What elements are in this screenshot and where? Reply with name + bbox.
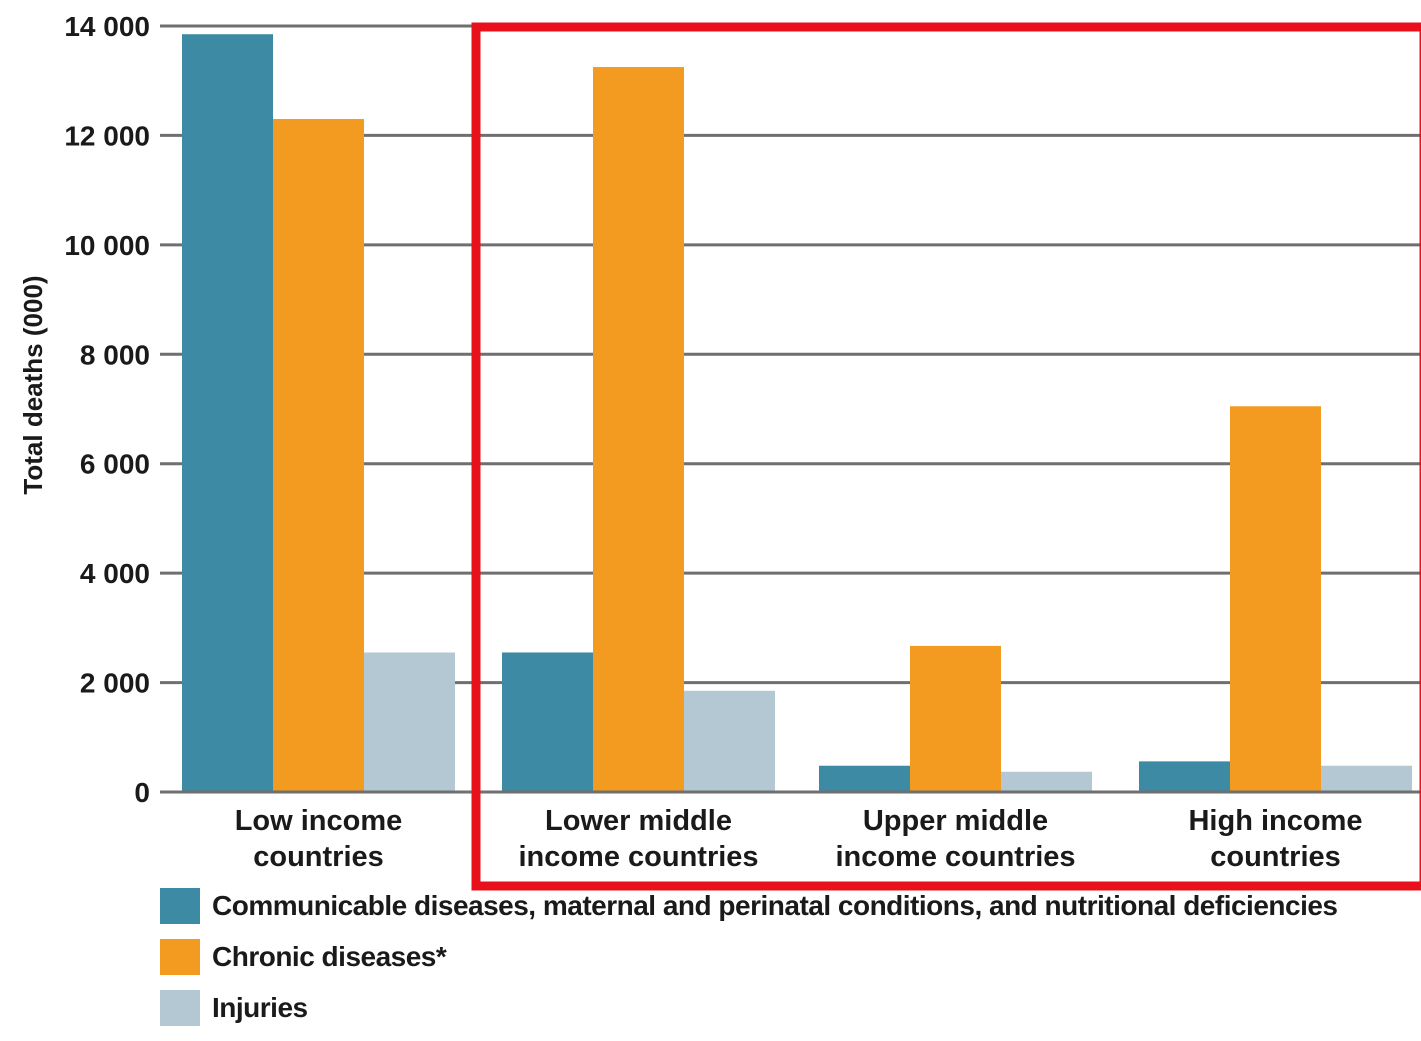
y-tick-label: 6 000 xyxy=(80,449,150,480)
bar xyxy=(1139,761,1230,792)
bar xyxy=(593,67,684,793)
y-tick-label: 14 000 xyxy=(64,11,150,42)
x-tick-label: Low income countries xyxy=(235,805,403,873)
bar xyxy=(910,645,1001,792)
gridlines xyxy=(160,24,1421,685)
y-tick-label: 8 000 xyxy=(80,339,150,370)
y-axis-title: Total deaths (000) xyxy=(18,275,48,494)
bar xyxy=(1321,765,1412,792)
bar xyxy=(684,690,775,792)
bar xyxy=(502,652,593,792)
legend: Communicable diseases, maternal and peri… xyxy=(160,888,1338,1041)
highlight-rectangle xyxy=(471,22,1421,891)
x-tick-label: High income countries xyxy=(1188,805,1362,873)
y-tick-label: 12 000 xyxy=(64,120,150,151)
bar xyxy=(182,34,273,792)
x-tick-label: Lower middle income countries xyxy=(518,805,758,873)
legend-label-communicable: Communicable diseases, maternal and peri… xyxy=(212,890,1338,921)
y-tick-label: 4 000 xyxy=(80,558,150,589)
bar xyxy=(1001,771,1092,792)
legend-label-chronic: Chronic diseases* xyxy=(212,941,447,972)
y-tick-label: 0 xyxy=(134,777,150,808)
legend-swatch-chronic xyxy=(160,939,200,975)
legend-swatch-communicable xyxy=(160,888,200,924)
bars xyxy=(182,34,1412,793)
y-tick-label: 10 000 xyxy=(64,230,150,261)
x-tick-label: Upper middle income countries xyxy=(835,805,1075,873)
bar xyxy=(1230,406,1321,792)
y-tick-label: 2 000 xyxy=(80,668,150,699)
bar xyxy=(273,119,364,792)
legend-swatch-injuries xyxy=(160,990,200,1026)
axes: 0 2 000 4 000 6 000 8 000 10 000 12 000 14 000 L… xyxy=(18,11,1421,873)
legend-item-chronic: Chronic diseases* xyxy=(160,939,1338,975)
highlight-box xyxy=(471,22,1421,891)
legend-label-injuries: Injuries xyxy=(212,992,308,1023)
bar xyxy=(819,765,910,792)
legend-item-injuries: Injuries xyxy=(160,990,1338,1026)
legend-item-communicable: Communicable diseases, maternal and peri… xyxy=(160,888,1338,924)
bar xyxy=(364,652,455,792)
